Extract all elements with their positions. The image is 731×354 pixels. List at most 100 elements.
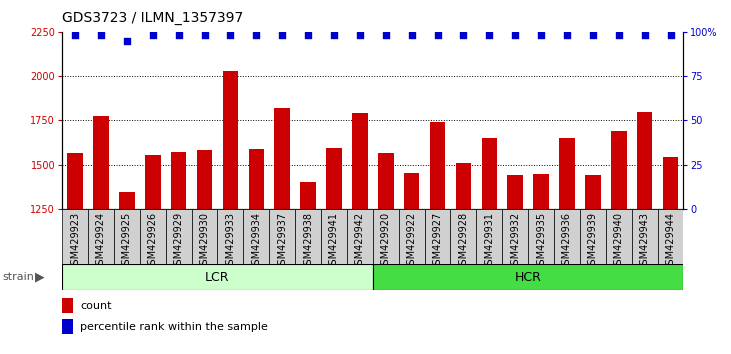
Bar: [114, 209, 140, 264]
Bar: [295, 209, 321, 264]
Bar: [611, 131, 626, 209]
Point: [173, 33, 184, 38]
Bar: [67, 153, 83, 209]
Text: GSM429939: GSM429939: [588, 212, 598, 270]
Bar: [300, 182, 316, 209]
Bar: [663, 156, 678, 209]
Point: [121, 38, 133, 44]
Bar: [62, 209, 88, 264]
Text: GSM429943: GSM429943: [640, 212, 650, 270]
Bar: [243, 209, 269, 264]
Bar: [269, 209, 295, 264]
Bar: [554, 209, 580, 264]
Text: GSM429926: GSM429926: [148, 212, 158, 271]
Bar: [347, 209, 373, 264]
Text: GSM429920: GSM429920: [381, 212, 391, 271]
Text: GSM429927: GSM429927: [433, 212, 442, 271]
Text: ▶: ▶: [35, 270, 45, 284]
Text: GSM429928: GSM429928: [458, 212, 469, 271]
Point: [69, 33, 81, 38]
Text: GSM429925: GSM429925: [122, 212, 132, 271]
Point: [406, 33, 417, 38]
Bar: [140, 209, 166, 264]
Point: [432, 33, 444, 38]
Bar: [398, 209, 425, 264]
Point: [664, 33, 676, 38]
Bar: [145, 155, 161, 209]
Bar: [94, 116, 109, 209]
Point: [510, 33, 521, 38]
Point: [561, 33, 573, 38]
Text: GSM429938: GSM429938: [303, 212, 313, 270]
Bar: [373, 264, 683, 290]
Bar: [528, 209, 554, 264]
Bar: [166, 209, 192, 264]
Point: [251, 33, 262, 38]
Bar: [88, 209, 114, 264]
Point: [95, 33, 107, 38]
Text: count: count: [80, 301, 112, 311]
Point: [535, 33, 547, 38]
Bar: [378, 153, 393, 209]
Text: GSM429932: GSM429932: [510, 212, 520, 271]
Text: GSM429923: GSM429923: [70, 212, 80, 271]
Bar: [559, 138, 575, 209]
Text: GSM429934: GSM429934: [251, 212, 261, 270]
Text: percentile rank within the sample: percentile rank within the sample: [80, 322, 268, 332]
Bar: [192, 209, 218, 264]
Bar: [373, 209, 398, 264]
Point: [458, 33, 469, 38]
Bar: [62, 264, 373, 290]
Text: GSM429924: GSM429924: [96, 212, 106, 271]
Bar: [585, 175, 601, 209]
Bar: [637, 112, 652, 209]
Bar: [197, 150, 212, 209]
Bar: [580, 209, 606, 264]
Text: GSM429930: GSM429930: [200, 212, 210, 270]
Bar: [658, 209, 683, 264]
Bar: [352, 113, 368, 209]
Bar: [119, 192, 135, 209]
Text: GSM429937: GSM429937: [277, 212, 287, 271]
Bar: [430, 122, 445, 209]
Bar: [534, 175, 549, 209]
Point: [328, 33, 340, 38]
Text: GSM429941: GSM429941: [329, 212, 339, 270]
Text: strain: strain: [2, 272, 34, 282]
Bar: [218, 209, 243, 264]
Point: [380, 33, 392, 38]
Bar: [450, 209, 477, 264]
Point: [587, 33, 599, 38]
Text: GSM429944: GSM429944: [665, 212, 675, 270]
Text: GSM429936: GSM429936: [562, 212, 572, 270]
Bar: [249, 149, 264, 209]
Bar: [507, 175, 523, 209]
Point: [276, 33, 288, 38]
Point: [639, 33, 651, 38]
Text: GSM429931: GSM429931: [485, 212, 494, 270]
Point: [613, 33, 624, 38]
Bar: [62, 319, 73, 334]
Point: [354, 33, 366, 38]
Bar: [326, 148, 342, 209]
Point: [199, 33, 211, 38]
Text: LCR: LCR: [205, 270, 230, 284]
Point: [224, 33, 236, 38]
Text: GSM429929: GSM429929: [174, 212, 183, 271]
Text: GSM429933: GSM429933: [225, 212, 235, 270]
Text: GSM429922: GSM429922: [406, 212, 417, 271]
Bar: [404, 173, 420, 209]
Text: GDS3723 / ILMN_1357397: GDS3723 / ILMN_1357397: [62, 11, 243, 25]
Text: GSM429935: GSM429935: [536, 212, 546, 271]
Bar: [482, 138, 497, 209]
Bar: [425, 209, 450, 264]
Bar: [455, 163, 471, 209]
Bar: [632, 209, 658, 264]
Text: HCR: HCR: [515, 270, 542, 284]
Text: GSM429942: GSM429942: [355, 212, 365, 271]
Point: [302, 33, 314, 38]
Point: [483, 33, 495, 38]
Bar: [477, 209, 502, 264]
Bar: [62, 298, 73, 313]
Point: [147, 33, 159, 38]
